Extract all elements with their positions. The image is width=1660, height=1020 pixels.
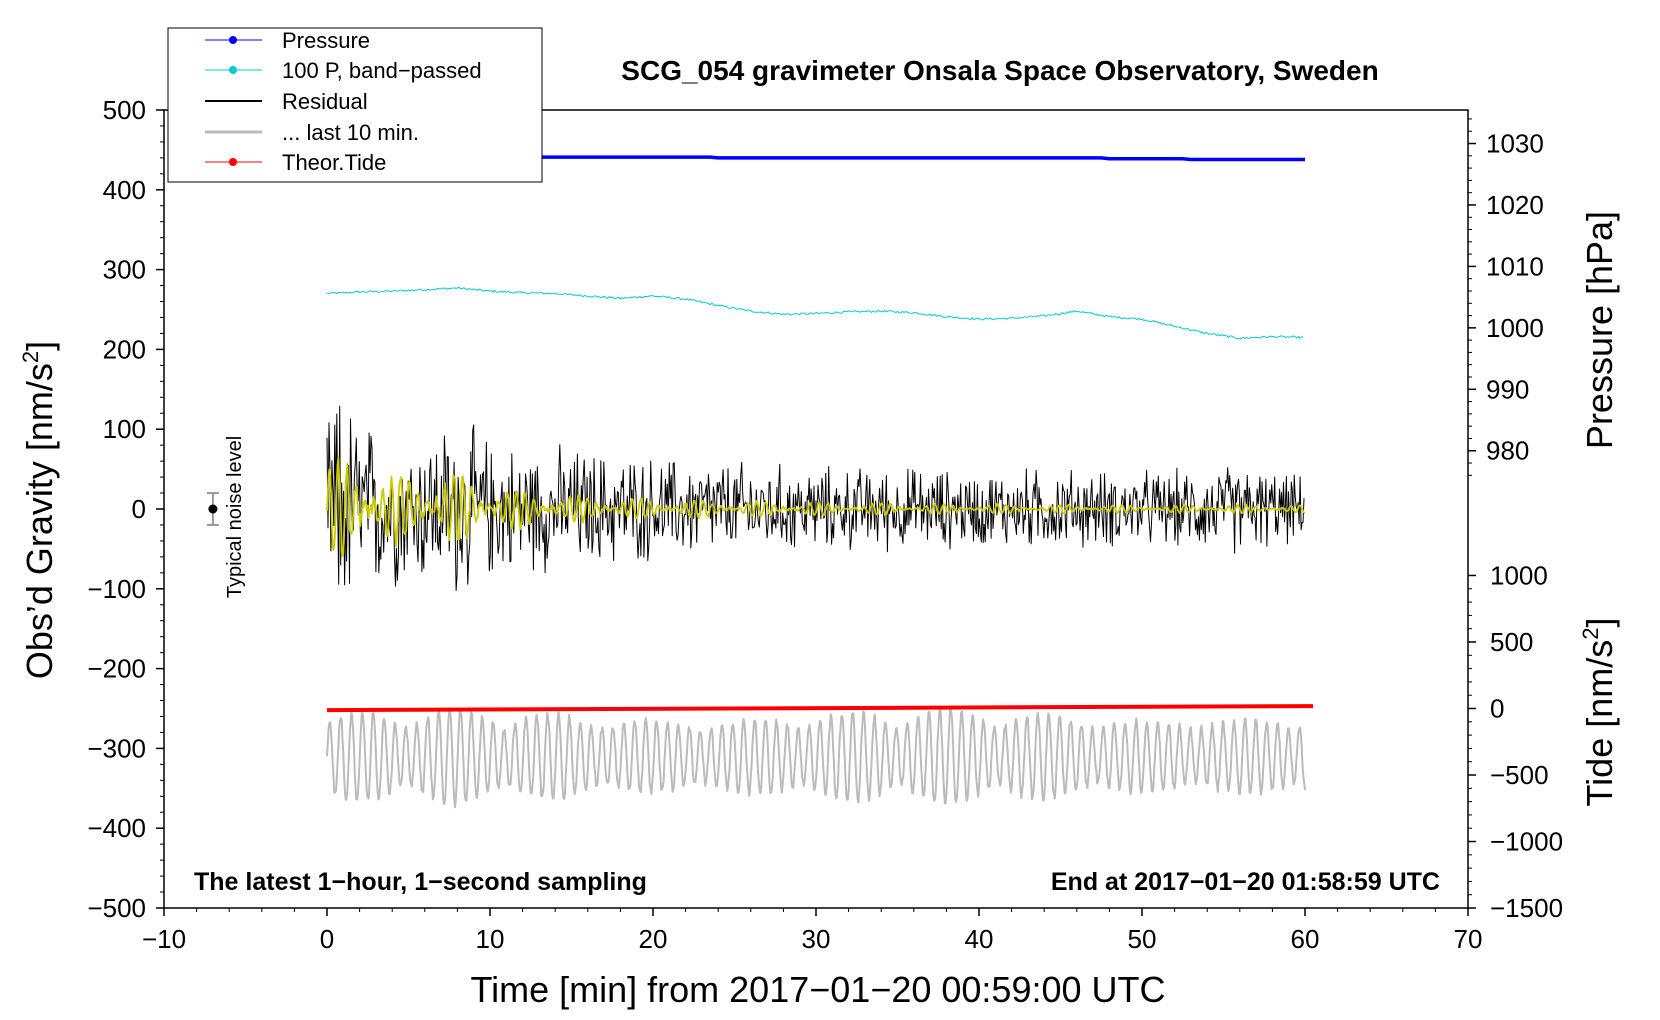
legend-label-tide: Theor.Tide [282, 150, 386, 175]
series-residual [326, 405, 1305, 591]
legend-item-pressure: Pressure [205, 28, 370, 53]
y-axis-title-sup: 2 [18, 351, 43, 363]
y-tick-label: 0 [132, 494, 146, 524]
legend-marker-bandpassed [229, 66, 237, 74]
y-tick-label: 100 [103, 414, 146, 444]
y-tick-label: 400 [103, 175, 146, 205]
legend-marker-tide [229, 158, 237, 166]
x-tick-label: 70 [1454, 924, 1483, 954]
tide-axis-title-end: ] [1579, 618, 1620, 628]
tide-axis-title-sup: 2 [1578, 628, 1603, 640]
pressure-tick-label: 980 [1486, 436, 1529, 466]
tide-tick-label: 0 [1490, 694, 1504, 724]
axes-layer: −10 0 10 20 30 40 50 60 70−500−400−300−200−10001… [87, 95, 1563, 954]
series-last-10-min [326, 705, 1306, 809]
legend-label-last10: ... last 10 min. [282, 120, 419, 145]
tide-tick-label: −500 [1490, 760, 1549, 790]
tide-tick-label: 500 [1490, 627, 1533, 657]
pressure-tick-label: 990 [1486, 374, 1529, 404]
x-tick-label: 20 [639, 924, 668, 954]
legend-label-pressure: Pressure [282, 28, 370, 53]
noise-label: Typical noise level [224, 436, 246, 598]
x-tick-label: 50 [1128, 924, 1157, 954]
pressure-tick-label: 1010 [1486, 251, 1544, 281]
y-tick-label: −200 [87, 654, 146, 684]
tide-axis-title: Tide [nm/s2] [1578, 618, 1620, 807]
x-axis-title: Time [min] from 2017−01−20 00:59:00 UTC [470, 969, 1165, 1010]
y-tick-label: −400 [87, 813, 146, 843]
legend-marker-pressure [229, 36, 237, 44]
y-tick-label: 500 [103, 95, 146, 125]
x-tick-label: 10 [476, 924, 505, 954]
tide-tick-label: −1000 [1490, 827, 1563, 857]
y-axis-title-main: Obs’d Gravity [nm/s [19, 363, 60, 679]
y-tick-label: −500 [87, 893, 146, 923]
x-tick-label: 30 [802, 924, 831, 954]
legend-box [167, 27, 543, 183]
x-tick-label: 60 [1291, 924, 1320, 954]
noise-marker: Typical noise level [206, 436, 246, 598]
chart-title: SCG_054 gravimeter Onsala Space Observat… [621, 55, 1378, 86]
y-tick-label: 200 [103, 334, 146, 364]
pressure-tick-label: 1000 [1486, 313, 1544, 343]
legend-item-bandpassed: 100 P, band−passed [205, 58, 482, 83]
y-tick-label: −300 [87, 733, 146, 763]
pressure-axis-title: Pressure [hPa] [1579, 211, 1620, 449]
x-tick-label: −10 [142, 924, 186, 954]
noise-dot [208, 504, 218, 514]
x-tick-label: 40 [965, 924, 994, 954]
y-tick-label: 300 [103, 255, 146, 285]
note-end-time: End at 2017−01−20 01:58:59 UTC [1051, 868, 1440, 896]
pressure-tick-label: 1030 [1486, 129, 1544, 159]
legend-label-residual: Residual [282, 89, 368, 114]
legend-item-last10: ... last 10 min. [205, 120, 419, 145]
legend: Pressure 100 P, band−passed Residual ...… [167, 27, 543, 183]
tide-tick-label: −1500 [1490, 893, 1563, 923]
y-tick-label: −100 [87, 574, 146, 604]
legend-item-tide: Theor.Tide [205, 150, 386, 175]
x-tick-label: 0 [320, 924, 334, 954]
series-bandpassed-pressure [326, 286, 1304, 340]
legend-label-bandpassed: 100 P, band−passed [282, 58, 482, 83]
note-latest-hour: The latest 1−hour, 1−second sampling [194, 868, 647, 896]
y-axis-title: Obs’d Gravity [nm/s2] [18, 341, 60, 679]
tide-axis-title-main: Tide [nm/s [1579, 640, 1620, 807]
legend-item-residual: Residual [205, 89, 368, 114]
tide-tick-label: 1000 [1490, 560, 1548, 590]
series-bandpassed-residual [326, 456, 1306, 557]
series-theoretical-tide [326, 704, 1314, 713]
pressure-tick-label: 1020 [1486, 190, 1544, 220]
y-axis-title-end: ] [19, 341, 60, 351]
